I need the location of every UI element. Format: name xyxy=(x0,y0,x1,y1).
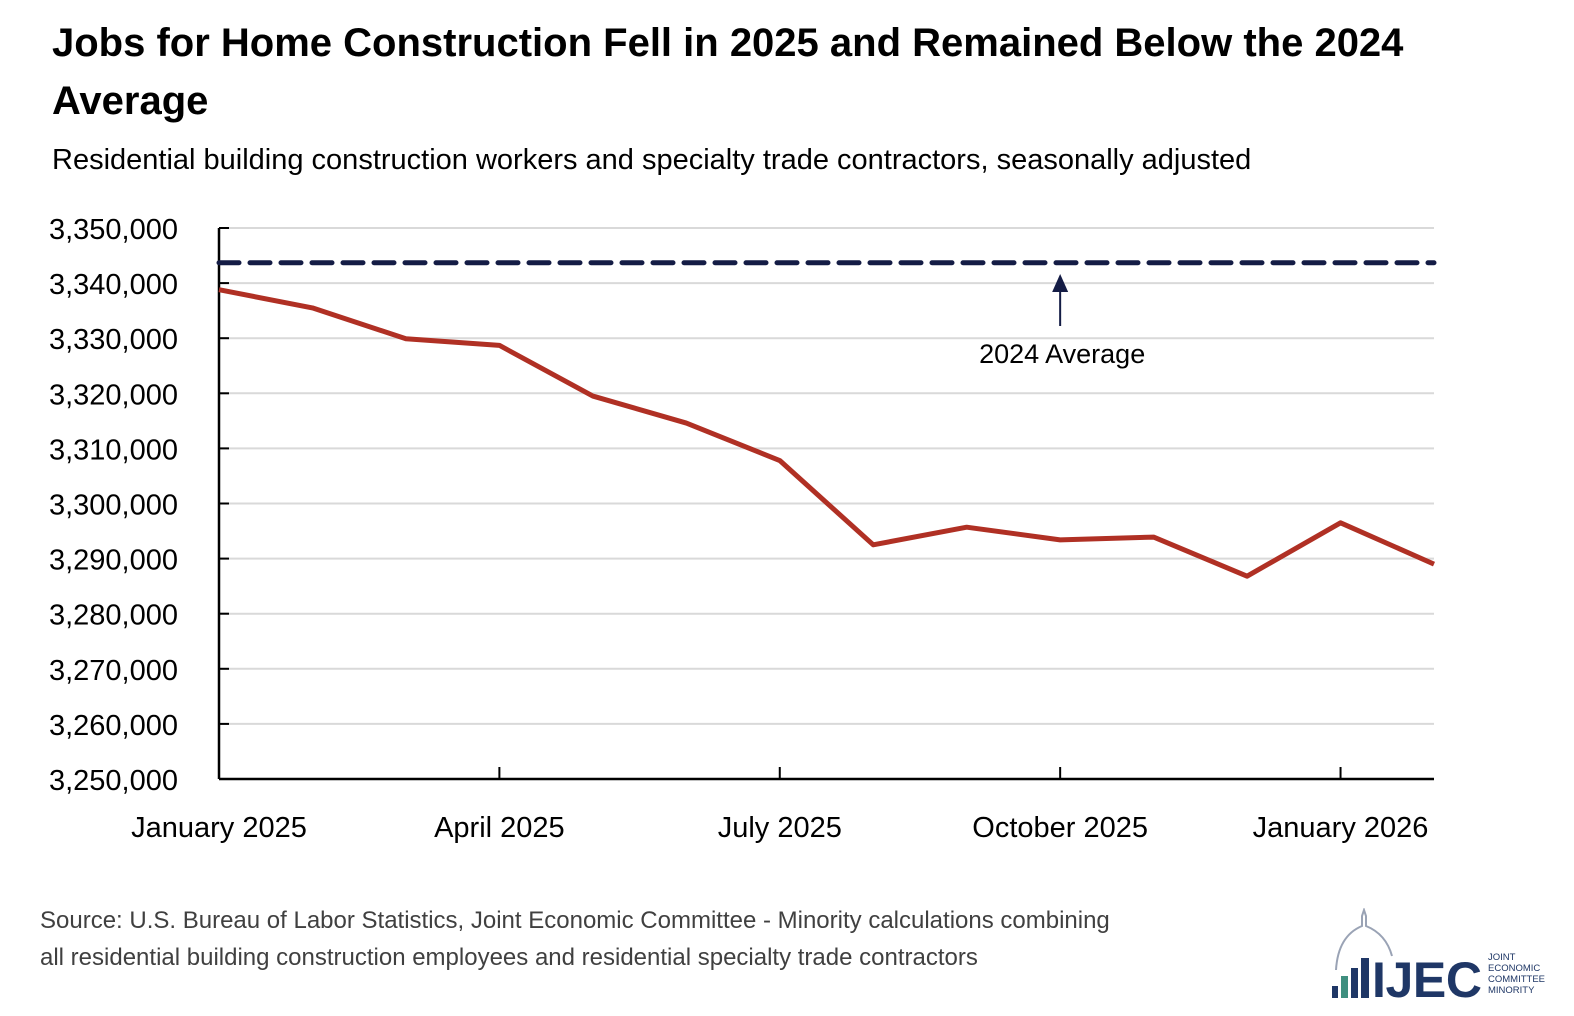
chart-title: Jobs for Home Construction Fell in 2025 … xyxy=(52,21,1404,123)
y-tick-label: 3,260,000 xyxy=(49,710,178,742)
series-group xyxy=(218,287,1436,579)
svg-text:COMMITTEE: COMMITTEE xyxy=(1488,974,1545,985)
reference-line-group: 2024 Average xyxy=(216,260,1437,369)
svg-text:IJEC: IJEC xyxy=(1372,952,1482,1003)
y-tick-label: 3,350,000 xyxy=(49,214,178,246)
svg-text:MINORITY: MINORITY xyxy=(1488,985,1535,996)
y-tick-label: 3,300,000 xyxy=(49,490,178,522)
y-tick-label: 3,310,000 xyxy=(49,434,178,466)
reference-line-label: 2024 Average xyxy=(979,339,1145,369)
svg-text:JOINT: JOINT xyxy=(1488,952,1516,963)
source-line-2: all residential building construction em… xyxy=(40,944,978,971)
series-line xyxy=(218,287,1436,579)
chart-subtitle: Residential building construction worker… xyxy=(52,144,1252,176)
y-tick-label: 3,330,000 xyxy=(49,324,178,356)
source-note: Source: U.S. Bureau of Labor Statistics,… xyxy=(40,902,1290,976)
x-tick-label: July 2025 xyxy=(718,812,842,844)
y-tick-label: 3,290,000 xyxy=(49,545,178,577)
x-tick-label: April 2025 xyxy=(434,812,565,844)
svg-text:ECONOMIC: ECONOMIC xyxy=(1488,963,1540,974)
y-axis-ticks: 3,350,000 3,340,000 3,330,000 3,320,000 3,31… xyxy=(49,214,229,797)
y-tick-label: 3,340,000 xyxy=(49,269,178,301)
axes xyxy=(217,228,1434,781)
jec-logo: IJEC JOINT ECONOMIC COMMITTEE MINORITY xyxy=(1332,908,1545,1003)
x-tick-label: October 2025 xyxy=(972,812,1148,844)
y-tick-label: 3,280,000 xyxy=(49,600,178,632)
x-tick-label: January 2026 xyxy=(1253,812,1429,844)
y-tick-label: 3,270,000 xyxy=(49,655,178,687)
annotation-arrow-head xyxy=(1052,274,1069,292)
gridlines xyxy=(219,227,1434,725)
source-line-1: Source: U.S. Bureau of Labor Statistics,… xyxy=(40,907,1110,934)
y-tick-label: 3,320,000 xyxy=(49,379,178,411)
y-tick-label: 3,250,000 xyxy=(49,765,178,797)
x-tick-label: January 2025 xyxy=(131,812,307,844)
x-axis-ticks: January 2025 April 2025 July 2025 October 2… xyxy=(131,767,1428,844)
